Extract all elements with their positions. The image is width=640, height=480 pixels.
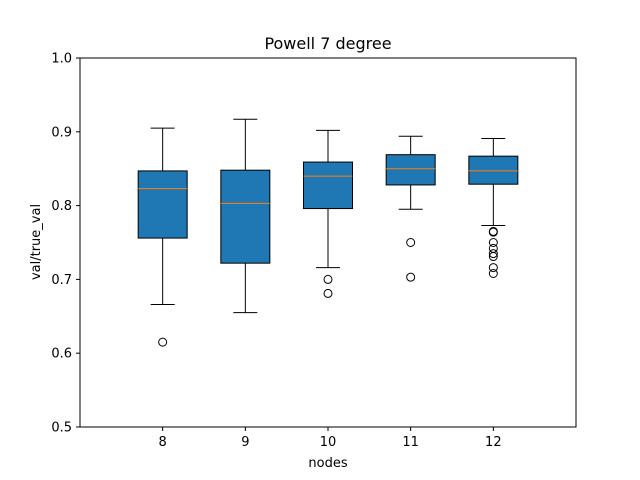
x-axis-label: nodes — [308, 456, 347, 471]
x-tick-label: 10 — [320, 435, 337, 450]
x-tick-label: 11 — [402, 435, 419, 450]
box-8 — [138, 171, 187, 238]
box-10 — [304, 162, 353, 208]
y-tick-label: 0.9 — [51, 125, 72, 140]
box-12 — [469, 156, 518, 184]
y-tick-label: 0.7 — [51, 273, 72, 288]
x-tick-label: 12 — [485, 435, 502, 450]
chart-title: Powell 7 degree — [264, 34, 391, 53]
y-axis-label: val/true_val — [29, 204, 44, 280]
x-tick-label: 9 — [241, 435, 249, 450]
y-tick-label: 1.0 — [51, 52, 72, 67]
x-tick-label: 8 — [159, 435, 167, 450]
box-11 — [386, 155, 435, 185]
y-tick-label: 0.8 — [51, 199, 72, 214]
box-9 — [221, 170, 270, 263]
y-tick-label: 0.6 — [51, 347, 72, 362]
y-tick-label: 0.5 — [51, 421, 72, 436]
